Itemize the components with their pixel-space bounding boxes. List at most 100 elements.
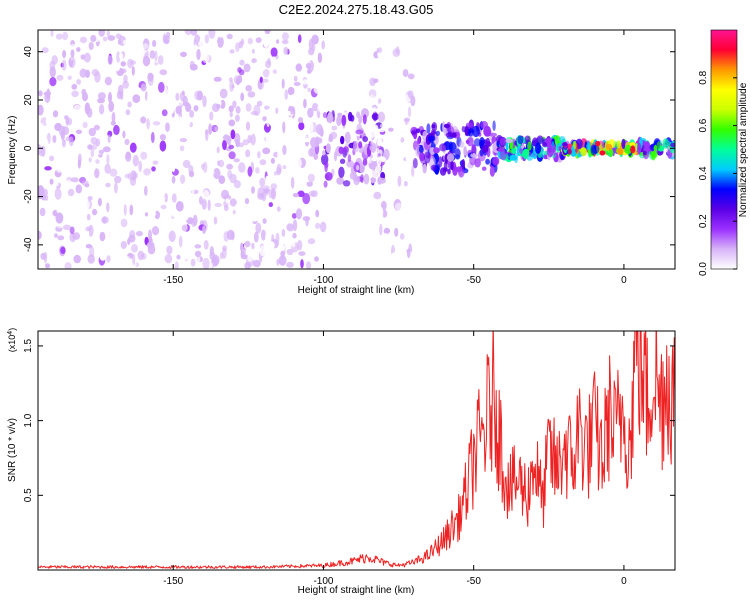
heatmap-cell [142, 55, 151, 67]
heatmap-cell [193, 126, 200, 138]
heatmap-cell [407, 248, 411, 259]
heatmap-cell [127, 101, 132, 108]
heatmap-cell [270, 56, 277, 65]
heatmap-cell [275, 107, 279, 114]
heatmap-cell [253, 231, 259, 243]
heatmap-cell [451, 132, 457, 138]
heatmap-cell [527, 141, 532, 151]
heatmap-cell [288, 199, 294, 207]
heatmap-cell [141, 216, 149, 228]
heatmap-cell [343, 146, 349, 153]
heatmap-cell [401, 55, 410, 60]
heatmap-cell [542, 141, 547, 148]
svg-text:(x104): (x104) [7, 328, 18, 352]
heatmap-cell [367, 192, 371, 200]
heatmap-cell [651, 150, 656, 157]
heatmap-cell [296, 240, 303, 251]
heatmap-cell [71, 90, 79, 98]
heatmap-cell [418, 145, 424, 154]
heatmap-cell [489, 165, 495, 177]
heatmap-cell [219, 88, 228, 99]
heatmap-cell [289, 94, 297, 105]
heatmap-cell [82, 92, 88, 102]
heatmap-cell [305, 261, 312, 269]
heatmap-cell [251, 176, 259, 188]
heatmap-cell [83, 52, 91, 63]
heatmap-cell [621, 138, 626, 150]
heatmap-cell [211, 254, 220, 266]
heatmap-cell [446, 153, 455, 162]
heatmap-cell [218, 30, 224, 38]
heatmap-cell [250, 216, 258, 222]
heatmap-cell [152, 147, 158, 154]
heatmap-cell [159, 69, 168, 76]
heatmap-cell [107, 134, 111, 143]
heatmap-cell [415, 128, 421, 134]
heatmap-cell [230, 129, 236, 140]
heatmap-cell [229, 173, 237, 184]
heatmap-cell [229, 198, 237, 207]
heatmap-cell [72, 232, 81, 240]
heatmap-cell [146, 118, 150, 130]
heatmap-cell [117, 152, 125, 159]
heatmap-cell [75, 239, 79, 245]
heatmap-cell [87, 254, 95, 264]
heatmap-cell [122, 116, 127, 126]
heatmap-cell [251, 49, 255, 54]
heatmap-cell [160, 43, 164, 53]
figure-title: C2E2.2024.275.18.43.G05 [279, 2, 434, 17]
heatmap-cell [398, 147, 406, 160]
heatmap-cell [314, 256, 319, 262]
heatmap-cell [362, 136, 369, 143]
heatmap-cell [522, 148, 529, 160]
heatmap-cell [104, 163, 111, 174]
heatmap-cell [136, 234, 140, 244]
heatmap-cell [194, 250, 202, 258]
heatmap-cell [91, 163, 95, 171]
heatmap-cell [79, 36, 88, 44]
heatmap-cell [199, 196, 203, 205]
heatmap-cell [176, 254, 181, 260]
heatmap-cell [249, 205, 257, 216]
heatmap-cell [252, 62, 260, 73]
heatmap-cell [62, 224, 71, 231]
heatmap-cell [264, 232, 272, 243]
heatmap-cell [118, 52, 124, 60]
heatmap-cell [178, 235, 183, 248]
heatmap-cell [201, 51, 210, 63]
heatmap-cell [291, 238, 296, 248]
heatmap-cell [616, 140, 621, 149]
heatmap-cell [281, 244, 286, 251]
heatmap-cell [122, 100, 128, 108]
heatmap-cell [395, 46, 400, 55]
snr-x-ticks: -150 -100 -50 0 [163, 331, 627, 587]
heatmap-cell [144, 212, 149, 217]
heatmap-cell [94, 168, 100, 179]
heatmap-cell [175, 201, 184, 212]
heatmap-cell [225, 198, 230, 204]
heatmap-cell [159, 140, 167, 152]
heatmap-cell [293, 75, 298, 82]
heatmap-cell [165, 122, 170, 132]
heatmap-cell [238, 162, 246, 173]
heatmap-cell [116, 51, 121, 63]
heatmap-cell [302, 193, 311, 205]
heatmap-cell [293, 253, 300, 258]
heatmap-cell [99, 231, 106, 242]
heatmap-cell [182, 159, 191, 169]
heatmap-cell [266, 116, 270, 128]
heatmap-cell [383, 43, 392, 51]
heatmap-cell [356, 164, 360, 171]
heatmap-cell [218, 159, 225, 168]
heatmap-cell [135, 230, 144, 237]
heatmap-cell [517, 135, 524, 145]
heatmap-cell [46, 241, 54, 246]
heatmap-cell [228, 144, 235, 150]
heatmap-cell [535, 142, 542, 154]
heatmap-cell [105, 177, 112, 183]
heatmap-cell [186, 103, 192, 112]
heatmap-cell [133, 172, 138, 179]
heatmap-cell [443, 123, 451, 129]
heatmap-cell [234, 203, 240, 211]
heatmap-cell [433, 147, 440, 154]
